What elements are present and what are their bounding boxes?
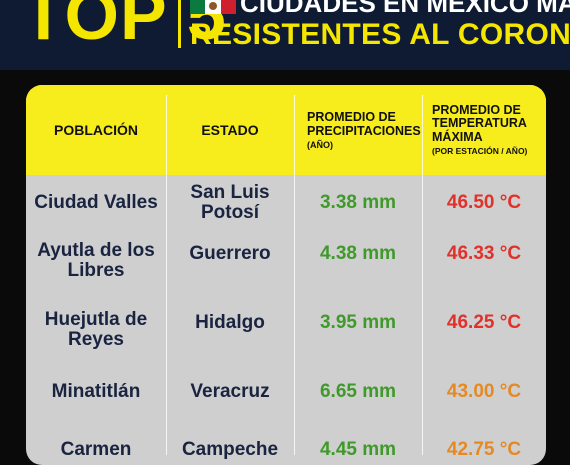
table-row-3-temp: 46.25 °C xyxy=(446,311,522,333)
title-divider xyxy=(178,0,181,48)
table-row-5-temp: 42.75 °C xyxy=(446,438,522,460)
header-poblacion: POBLACIÓN xyxy=(54,122,138,138)
mexico-flag-icon xyxy=(190,0,236,14)
table-row-2-temp: 46.33 °C xyxy=(446,242,522,264)
table-row-2-poblacion: Ayutla de los Libres xyxy=(37,240,155,281)
table-row-1-estado: San Luis Potosí xyxy=(190,181,270,223)
column-divider xyxy=(166,95,167,455)
table-row-2-estado: Guerrero xyxy=(189,242,271,264)
header-temperatura: PROMEDIO DE TEMPERATURA MÁXIMA (POR ESTA… xyxy=(432,102,528,156)
table-row-4-estado: Veracruz xyxy=(190,380,270,402)
table-row-4-precip: 6.65 mm xyxy=(319,380,397,402)
title-line-1: CIUDADES EN MÉXICO MÁS xyxy=(240,0,570,18)
header-precipitaciones: PROMEDIO DE PRECIPITACIONES (AÑO) xyxy=(307,109,421,150)
table-row-4-poblacion: Minatitlán xyxy=(51,380,141,402)
table-row-1-poblacion: Ciudad Valles xyxy=(34,191,158,213)
table-row-5-precip: 4.45 mm xyxy=(319,438,397,460)
table-row-2-precip: 4.38 mm xyxy=(319,242,397,264)
table-row-1-precip: 3.38 mm xyxy=(319,191,397,213)
table-row-3-poblacion: Huejutla de Reyes xyxy=(44,309,148,350)
table-row-4-temp: 43.00 °C xyxy=(446,380,522,402)
table-header xyxy=(26,85,546,175)
title-banner: TOP 5 CIUDADES EN MÉXICO MÁS RESISTENTES… xyxy=(0,0,570,70)
table-row-1-temp: 46.50 °C xyxy=(446,191,522,213)
table-row-5-poblacion: Carmen xyxy=(60,438,132,460)
cities-table: POBLACIÓN ESTADO PROMEDIO DE PRECIPITACI… xyxy=(26,85,546,465)
table-row-3-estado: Hidalgo xyxy=(195,311,265,333)
column-divider xyxy=(294,95,295,455)
title-line-2: RESISTENTES AL CORONAVIRUS xyxy=(190,18,570,51)
table-row-5-estado: Campeche xyxy=(181,438,279,460)
column-divider xyxy=(422,95,423,455)
header-estado: ESTADO xyxy=(201,122,259,138)
table-row-3-precip: 3.95 mm xyxy=(319,311,397,333)
